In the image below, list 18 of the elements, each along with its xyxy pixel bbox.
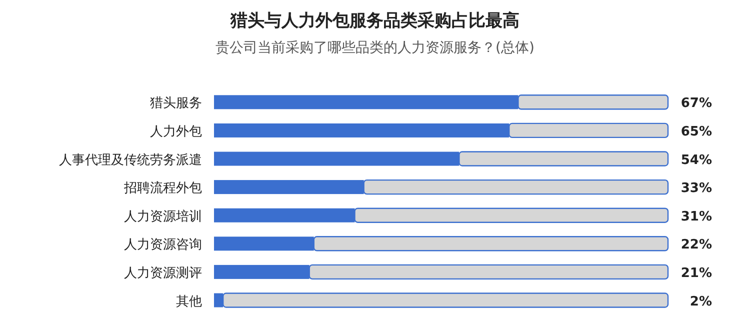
y-tick-label: 人力资源培训 (124, 209, 202, 224)
y-tick-label: 人事代理及传统劳务派遣 (59, 152, 202, 168)
data-label: 33% (680, 181, 712, 196)
data-label: 2% (690, 294, 712, 310)
data-label: 65% (680, 124, 712, 140)
data-label: 21% (680, 266, 712, 281)
data-label: 31% (680, 209, 712, 224)
data-label: 67% (680, 96, 712, 112)
chart-subtitle: 贵公司当前采购了哪些品类的人力资源服务？(总体) (216, 40, 534, 56)
y-tick-label: 猎头服务 (150, 96, 202, 112)
data-label: 22% (680, 238, 712, 253)
chart-title: 猎头与人力外包服务品类采购占比最高 (230, 11, 520, 31)
y-tick-label: 招聘流程外包 (123, 180, 202, 196)
y-tick-label: 其他 (176, 294, 202, 310)
y-tick-label: 人力外包 (150, 124, 202, 140)
y-tick-label: 人力资源测评 (124, 266, 202, 281)
y-tick-label: 人力资源咨询 (124, 238, 202, 253)
data-label: 54% (680, 152, 712, 168)
